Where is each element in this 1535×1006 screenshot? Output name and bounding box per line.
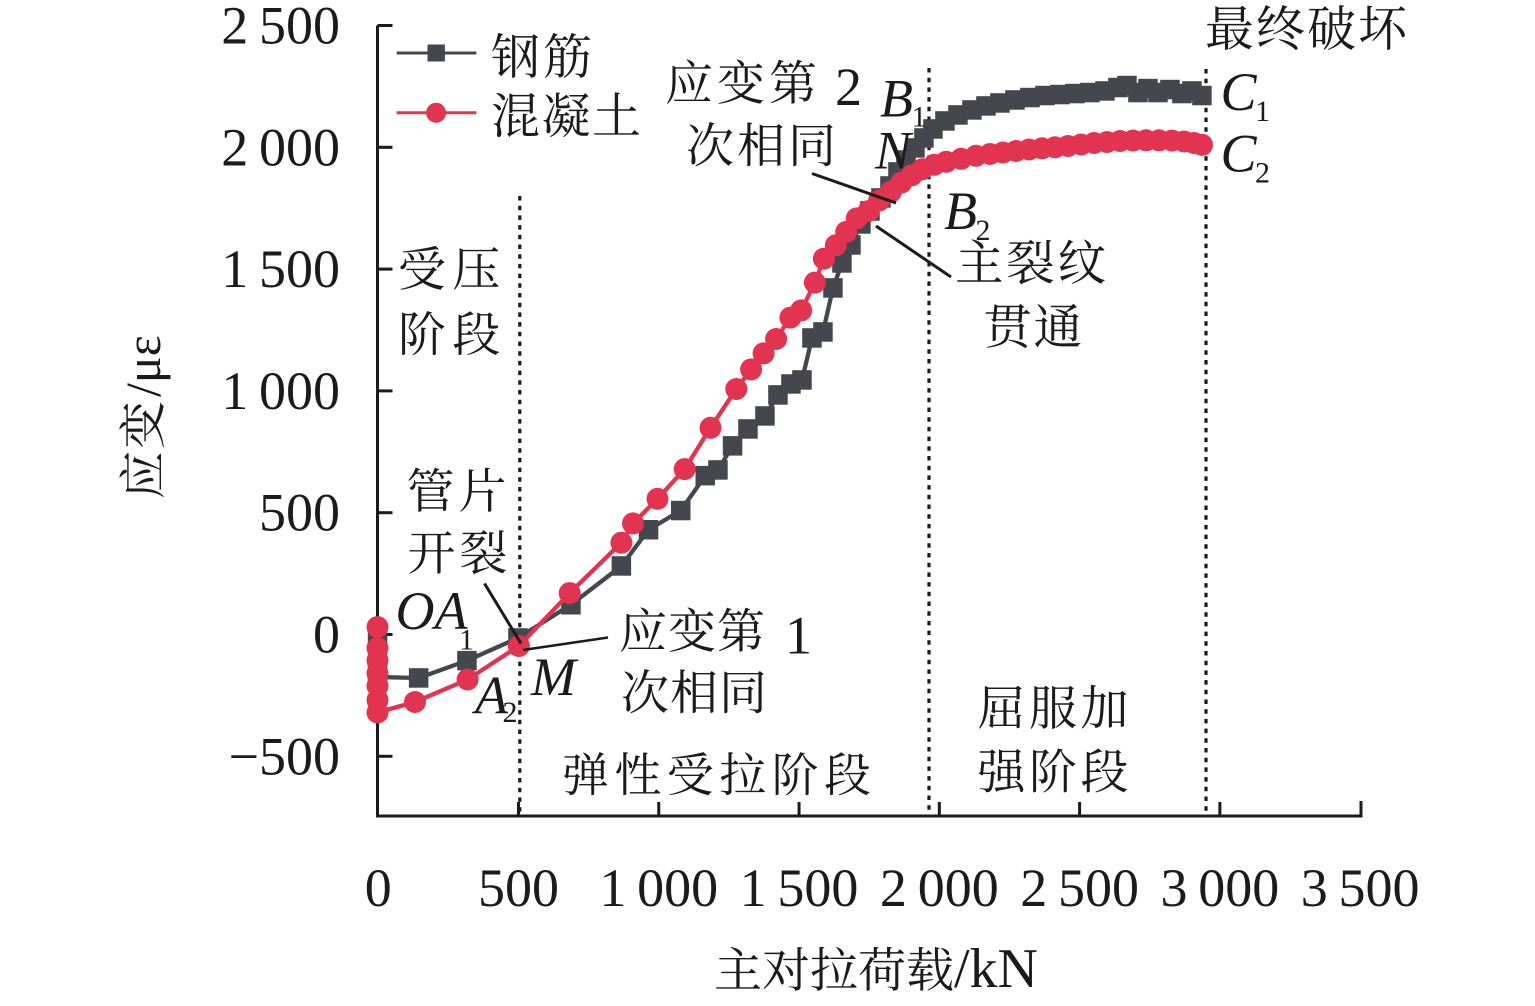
svg-text:1 500: 1 500 — [740, 858, 859, 918]
svg-text:2: 2 — [835, 57, 862, 117]
svg-text:2 500: 2 500 — [221, 0, 340, 56]
svg-text:1: 1 — [912, 100, 927, 133]
svg-text:1 000: 1 000 — [221, 361, 340, 421]
svg-text:B: B — [944, 181, 977, 241]
svg-text:N: N — [874, 121, 914, 181]
svg-text:A: A — [472, 666, 509, 726]
svg-text:0: 0 — [365, 858, 392, 918]
svg-text:3 500: 3 500 — [1301, 858, 1420, 918]
svg-text:1 500: 1 500 — [221, 239, 340, 299]
svg-text:1: 1 — [1255, 95, 1270, 128]
svg-text:−500: −500 — [229, 726, 340, 786]
svg-text:/kN: /kN — [954, 938, 1038, 1000]
svg-text:2: 2 — [503, 696, 518, 729]
svg-text:1: 1 — [459, 624, 474, 657]
svg-text:2 000: 2 000 — [880, 858, 999, 918]
svg-text:2 500: 2 500 — [1020, 858, 1139, 918]
svg-text:OA: OA — [396, 581, 469, 641]
svg-text:C: C — [1221, 62, 1258, 122]
svg-text:3 000: 3 000 — [1160, 858, 1279, 918]
svg-text:2: 2 — [976, 214, 991, 247]
svg-text:500: 500 — [478, 858, 559, 918]
svg-text:C: C — [1221, 124, 1258, 184]
svg-text:1 000: 1 000 — [599, 858, 718, 918]
svg-text:0: 0 — [313, 605, 340, 665]
svg-text:1: 1 — [785, 606, 812, 666]
svg-text:500: 500 — [259, 483, 340, 543]
svg-text:B: B — [880, 69, 913, 129]
svg-text:/με: /με — [115, 335, 171, 397]
svg-text:M: M — [530, 647, 579, 707]
svg-text:2 000: 2 000 — [221, 117, 340, 177]
svg-text:2: 2 — [1255, 157, 1270, 190]
